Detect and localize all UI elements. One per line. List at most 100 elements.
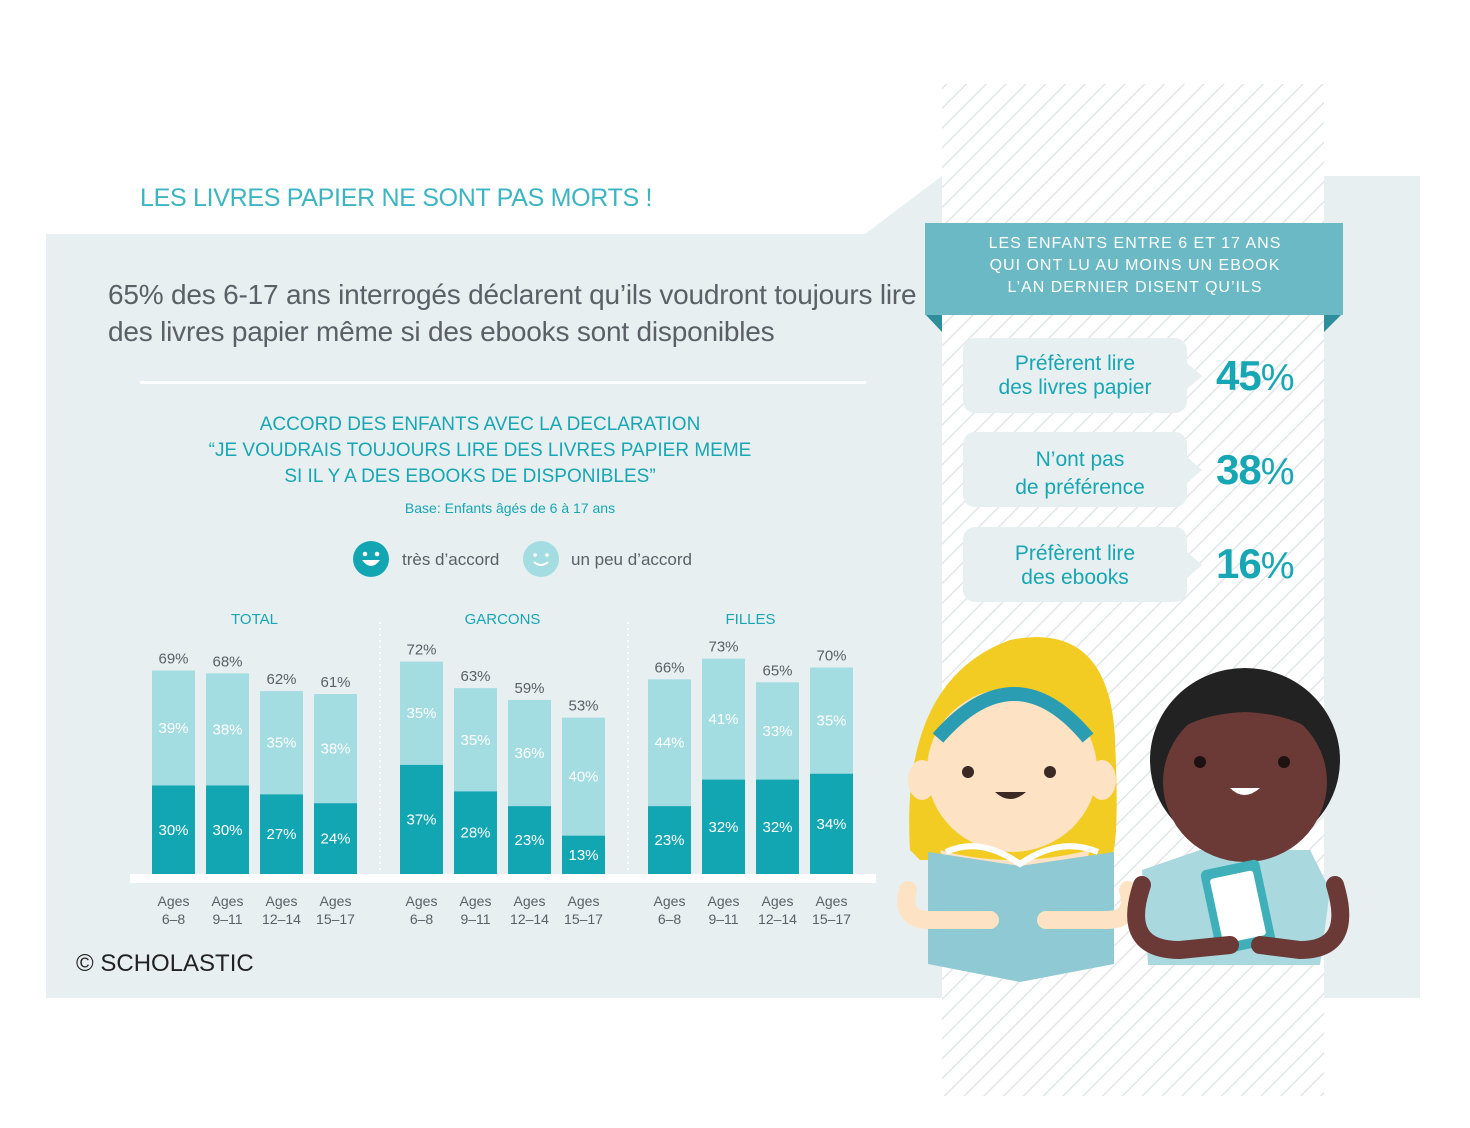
bar-segment-peu [562,717,605,836]
bar-total-label: 53% [568,698,598,715]
bar-segment-tres [260,794,303,874]
x-tick-label: Ages [266,893,298,909]
bar-segment-peu [314,694,357,804]
bar-peu-label: 38% [212,721,242,738]
bar-total-label: 62% [266,671,296,688]
bar-segment-peu [508,699,551,807]
bubble-3 [963,527,1202,602]
x-tick-label: Ages [816,893,848,909]
group-label: FILLES [725,611,775,628]
headline: LES LIVRES PAPIER NE SONT PAS MORTS ! [140,184,653,212]
preference-value-ebooks: 16% [1216,540,1295,588]
bar-segment-tres [508,806,551,874]
x-tick-label: 6–8 [410,911,434,927]
group-label: GARCONS [465,611,541,628]
value-unit: % [1260,451,1295,493]
preference-label-none: N’ont pas de préférence [963,446,1197,502]
x-tick-label: Ages [514,893,546,909]
bar-peu-label: 35% [406,705,436,722]
bar-segment-tres [314,803,357,874]
x-tick-label: 15–17 [564,911,603,927]
bar-tres-label: 32% [708,819,738,836]
x-tick-label: Ages [568,893,600,909]
girl-illustration [897,637,1139,982]
ribbon-text: LES ENFANTS ENTRE 6 ET 17 ANS QUI ONT LU… [935,233,1335,299]
bar-tres-label: 23% [514,832,544,849]
bar-segment-tres [648,806,691,874]
x-tick-label: Ages [212,893,244,909]
bar-tres-label: 28% [460,825,490,842]
bar-peu-label: 40% [568,769,598,786]
bar-peu-label: 36% [514,745,544,762]
label-line: Préfèrent lire [1014,542,1136,565]
bar-total-label: 72% [406,642,436,659]
bar-total-label: 63% [460,668,490,685]
chart-title-line: ACCORD DES ENFANTS AVEC LA DECLARATION [259,414,701,435]
value-number: 38 [1216,446,1262,493]
label-line: N’ont pas [1035,448,1125,471]
bar-segment-peu [400,661,443,765]
bar-tres-label: 32% [762,819,792,836]
x-tick-label: Ages [158,893,190,909]
label-line: des ebooks [1021,566,1129,589]
x-tick-label: 12–14 [262,911,301,927]
kids-reading-illustration [897,637,1350,982]
bar-peu-label: 38% [320,741,350,758]
x-tick-label: 9–11 [708,911,738,927]
bar-tres-label: 34% [816,816,846,833]
bar-peu-label: 35% [460,732,490,749]
legend-label-peu: un peu d’accord [571,550,692,569]
bar-tres-label: 13% [568,847,598,864]
x-tick-label: Ages [654,893,686,909]
ribbon-fold-right [1324,314,1342,332]
bubble-2 [963,432,1202,507]
bar-segment-peu [648,679,691,807]
chart-title-line: “JE VOUDRAIS TOUJOURS LIRE DES LIVRES PA… [208,440,752,461]
bar-tres-label: 27% [266,826,296,843]
bar-segment-peu [454,688,497,792]
bar-total-label: 61% [320,674,350,691]
x-tick-label: 15–17 [812,911,851,927]
value-unit: % [1260,545,1295,587]
chart-title: ACCORD DES ENFANTS AVEC LA DECLARATION “… [180,412,780,490]
bar-total-label: 70% [816,648,846,665]
preference-label-paper: Préfèrent lire des livres papier [963,352,1187,400]
x-tick-label: 9–11 [460,911,490,927]
chart-title-line: SI IL Y A DES EBOOKS DE DISPONIBLES” [284,466,656,487]
bar-tres-label: 37% [406,811,436,828]
bar-tres-label: 30% [158,822,188,839]
x-tick-label: Ages [460,893,492,909]
ribbon-fold-left [925,314,942,332]
bubble-1 [963,338,1202,413]
boy-illustration [1127,668,1350,965]
smiley-icon [523,541,559,577]
statement-text: 65% des 6-17 ans interrogés déclarent qu… [108,279,917,347]
bar-segment-tres [454,791,497,874]
x-tick-label: 6–8 [162,911,186,927]
bar-tres-label: 23% [654,832,684,849]
bar-peu-label: 35% [816,713,846,730]
bar-tres-label: 30% [212,822,242,839]
bar-segment-tres [562,835,605,874]
bar-total-label: 69% [158,650,188,667]
bar-segment-peu [206,673,249,786]
bar-peu-label: 33% [762,723,792,740]
x-tick-label: Ages [762,893,794,909]
stacked-bar-chart: TOTAL 69% 39% 30% Ages 6–8 68% 38% 30% Ages 9–11 62… [152,611,853,927]
bar-segment-tres [810,773,853,874]
bar-total-label: 73% [708,639,738,656]
bar-segment-tres [756,779,799,874]
bar-segment-peu [152,670,195,786]
preference-label-ebooks: Préfèrent lire des ebooks [963,542,1187,590]
bar-segment-tres [206,785,249,874]
ribbon-line: L’AN DERNIER DISENT QU’ILS [1007,279,1263,296]
x-tick-label: 12–14 [758,911,797,927]
bar-total-label: 66% [654,659,684,676]
group-label: TOTAL [231,611,278,628]
bar-peu-label: 44% [654,735,684,752]
value-number: 45 [1216,352,1262,399]
label-line: des livres papier [998,376,1152,399]
smiley-icon [353,541,389,577]
x-tick-label: 15–17 [316,911,355,927]
ribbon-banner [925,223,1343,315]
